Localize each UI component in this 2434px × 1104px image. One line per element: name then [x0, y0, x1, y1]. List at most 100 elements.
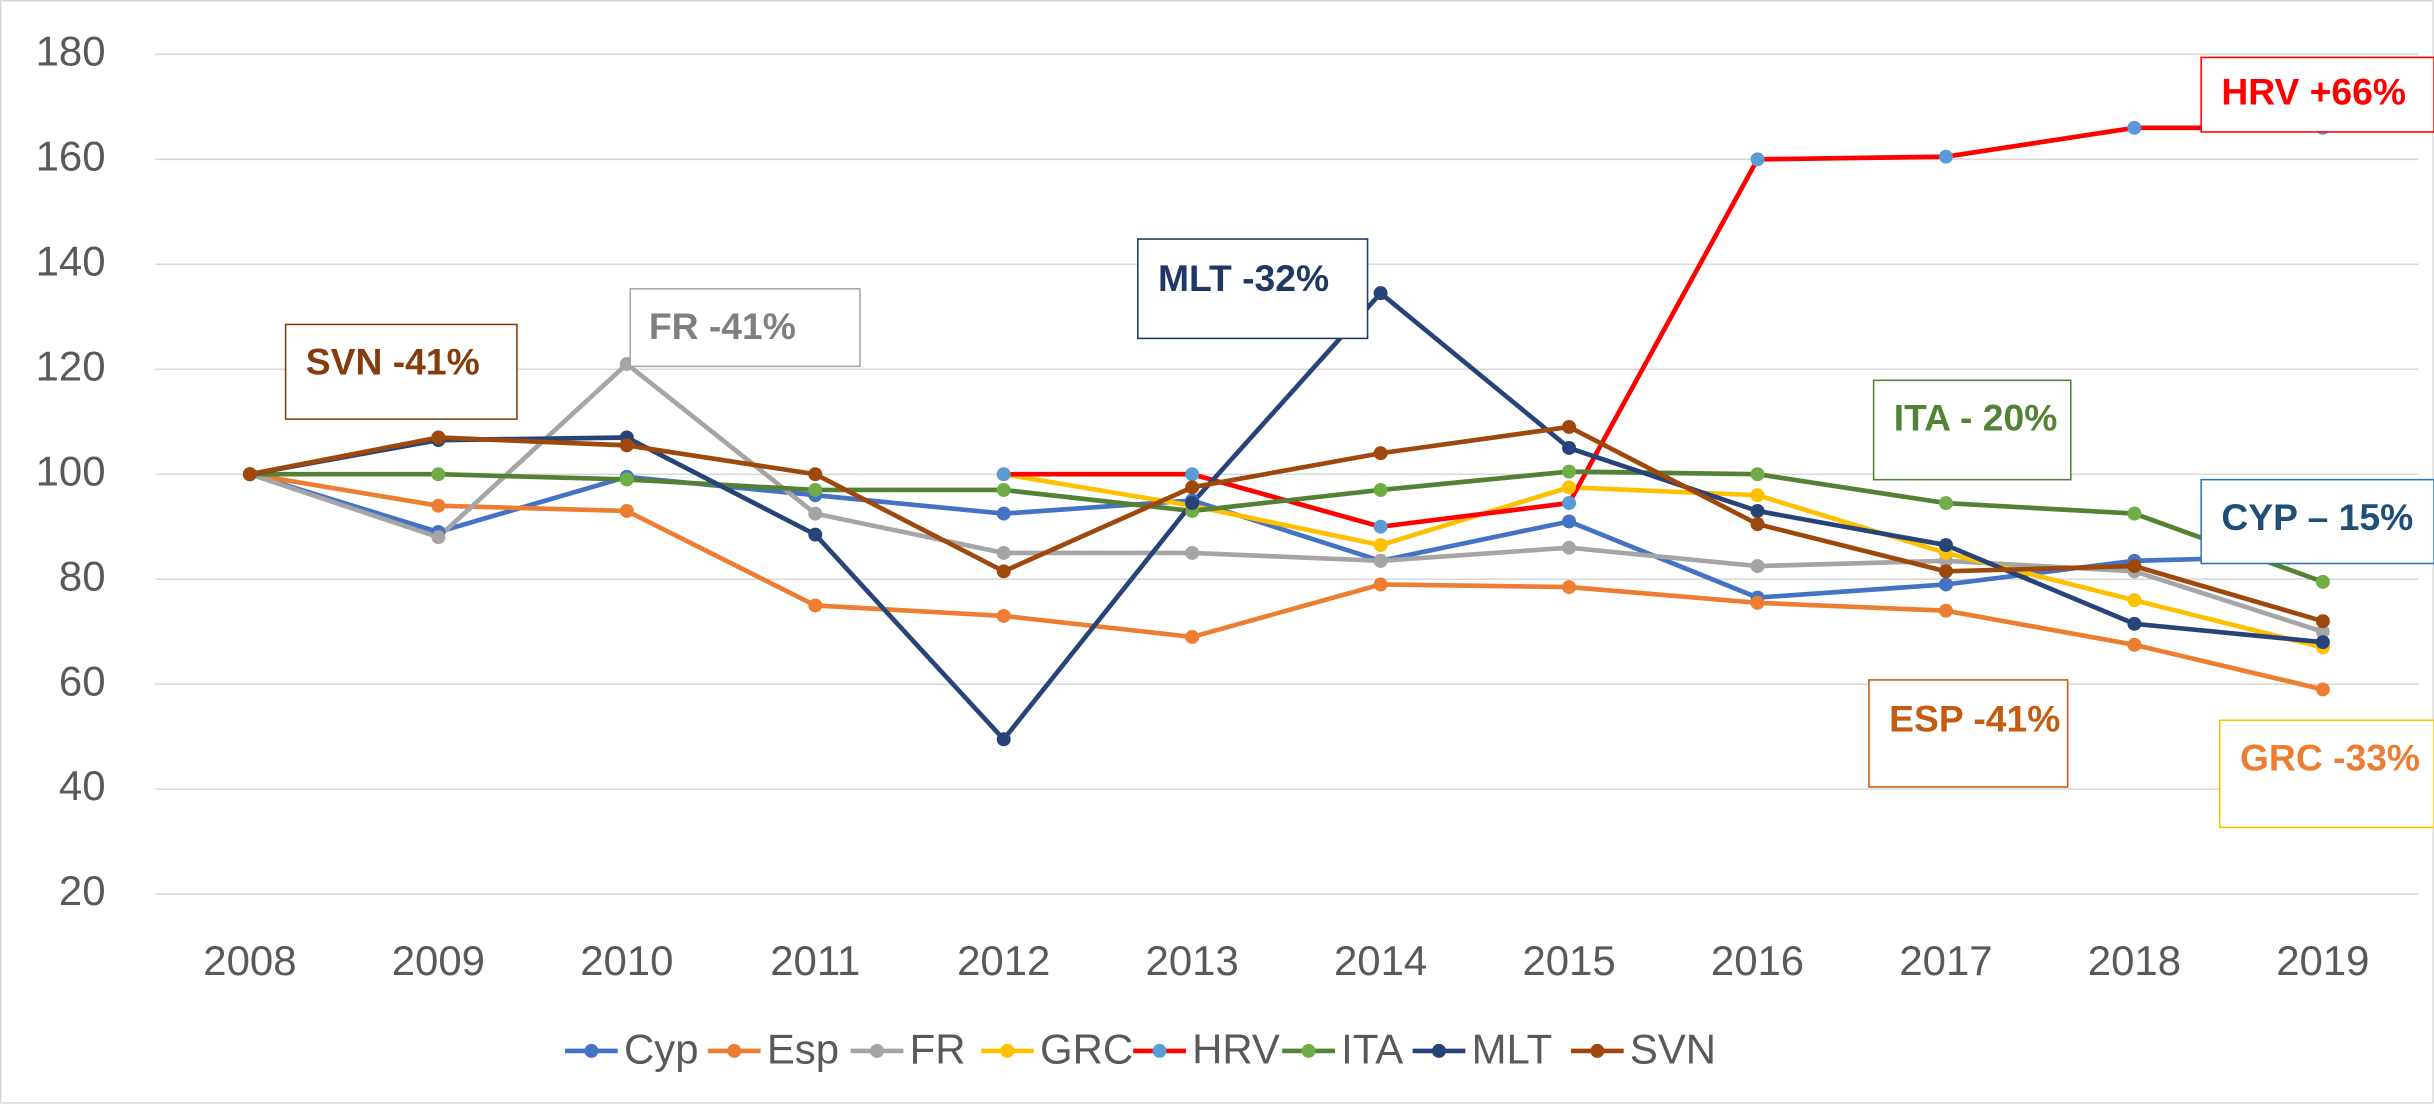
- series-line: [249, 472, 2323, 600]
- annotation-box: [629, 287, 861, 368]
- legend-item: SVN: [1570, 1026, 1716, 1073]
- data-point: [808, 506, 823, 521]
- legend-item: Esp: [707, 1026, 839, 1073]
- data-point: [619, 438, 634, 453]
- data-point: [1562, 514, 1577, 529]
- legend-item: HRV: [1133, 1026, 1280, 1073]
- legend-item: GRC: [981, 1026, 1133, 1073]
- annotation-label: SVN -41%: [306, 341, 480, 383]
- y-tick-label: 180: [36, 27, 106, 74]
- legend-label: HRV: [1192, 1026, 1280, 1073]
- data-point: [2127, 616, 2142, 631]
- data-point: [1373, 577, 1388, 592]
- data-point: [1938, 496, 1953, 511]
- data-point: [2315, 614, 2330, 629]
- annotation-box: [1872, 379, 2072, 481]
- data-point: [1373, 553, 1388, 568]
- data-point: [2315, 682, 2330, 697]
- y-tick-label: 20: [59, 867, 106, 914]
- data-point: [996, 545, 1011, 560]
- data-point: [242, 467, 257, 482]
- annotation-box: [1868, 679, 2069, 788]
- data-point: [2315, 624, 2330, 639]
- series-line: [249, 469, 2324, 585]
- legend-item: MLT: [1412, 1026, 1553, 1073]
- data-point: [431, 430, 446, 445]
- legend-label: Cyp: [624, 1026, 699, 1073]
- y-tick-label: 80: [59, 552, 106, 599]
- data-point: [1750, 559, 1765, 574]
- legend-label: Esp: [767, 1026, 839, 1073]
- legend-item: FR: [850, 1026, 966, 1073]
- x-tick-label: 2019: [2276, 937, 2369, 984]
- data-point: [1938, 149, 1953, 164]
- x-tick-label: 2017: [1899, 937, 1992, 984]
- x-tick-label: 2009: [392, 937, 485, 984]
- data-point: [996, 482, 1011, 497]
- annotation-label: ESP -41%: [1889, 698, 2060, 740]
- data-point: [431, 467, 446, 482]
- data-point: [1185, 496, 1200, 511]
- data-point: [1373, 519, 1388, 534]
- legend-marker: [584, 1043, 599, 1058]
- annotation-box: [2200, 478, 2434, 565]
- legend-label: FR: [910, 1026, 966, 1073]
- data-point: [1562, 540, 1577, 555]
- data-point: [996, 564, 1011, 579]
- legend-label: ITA: [1341, 1026, 1403, 1073]
- annotation-box: [2200, 56, 2434, 133]
- data-point: [996, 506, 1011, 521]
- x-tick-label: 2013: [1146, 937, 1239, 984]
- legend-label: MLT: [1472, 1026, 1553, 1073]
- data-point: [1938, 603, 1953, 618]
- series-line: [249, 424, 2324, 624]
- y-tick-label: 60: [59, 657, 106, 704]
- data-point: [808, 482, 823, 497]
- data-point: [1185, 467, 1200, 482]
- legend-item: ITA: [1282, 1026, 1403, 1073]
- data-point: [1562, 441, 1577, 455]
- data-point: [431, 530, 446, 545]
- annotation-label: FR -41%: [649, 305, 796, 347]
- data-point: [619, 472, 634, 487]
- annotation-box: [1137, 238, 1369, 340]
- y-tick-label: 160: [36, 132, 106, 179]
- x-tick-label: 2010: [580, 937, 673, 984]
- data-point: [996, 467, 1011, 482]
- data-point: [1562, 420, 1577, 434]
- legend-item: Cyp: [565, 1026, 699, 1073]
- legend-marker: [1301, 1043, 1316, 1058]
- data-point: [1185, 629, 1200, 644]
- data-point: [1185, 545, 1200, 560]
- data-point: [1562, 464, 1577, 479]
- data-point: [1750, 503, 1765, 518]
- data-point: [2127, 506, 2142, 521]
- data-point: [1750, 517, 1765, 532]
- x-tick-label: 2015: [1522, 937, 1615, 984]
- data-point: [1750, 467, 1765, 482]
- legend-marker: [727, 1043, 742, 1058]
- x-tick-label: 2012: [957, 937, 1050, 984]
- legend-marker: [1590, 1043, 1605, 1058]
- x-tick-label: 2014: [1334, 937, 1427, 984]
- y-tick-label: 40: [59, 762, 106, 809]
- legend-marker: [1431, 1043, 1446, 1058]
- legend-marker: [1152, 1043, 1167, 1058]
- data-point: [1373, 538, 1388, 553]
- y-tick-label: 100: [36, 447, 106, 494]
- data-point: [2127, 559, 2142, 574]
- data-point: [996, 608, 1011, 623]
- data-point: [2315, 635, 2330, 650]
- legend-marker: [870, 1043, 885, 1058]
- y-tick-label: 120: [36, 342, 106, 389]
- data-point: [1562, 580, 1577, 595]
- data-point: [1750, 488, 1765, 503]
- data-point: [1938, 577, 1953, 592]
- y-tick-label: 140: [36, 237, 106, 284]
- data-point: [1938, 538, 1953, 553]
- data-point: [996, 732, 1011, 747]
- annotation-box: [284, 323, 518, 420]
- x-tick-label: 2008: [203, 937, 296, 984]
- data-point: [808, 467, 823, 482]
